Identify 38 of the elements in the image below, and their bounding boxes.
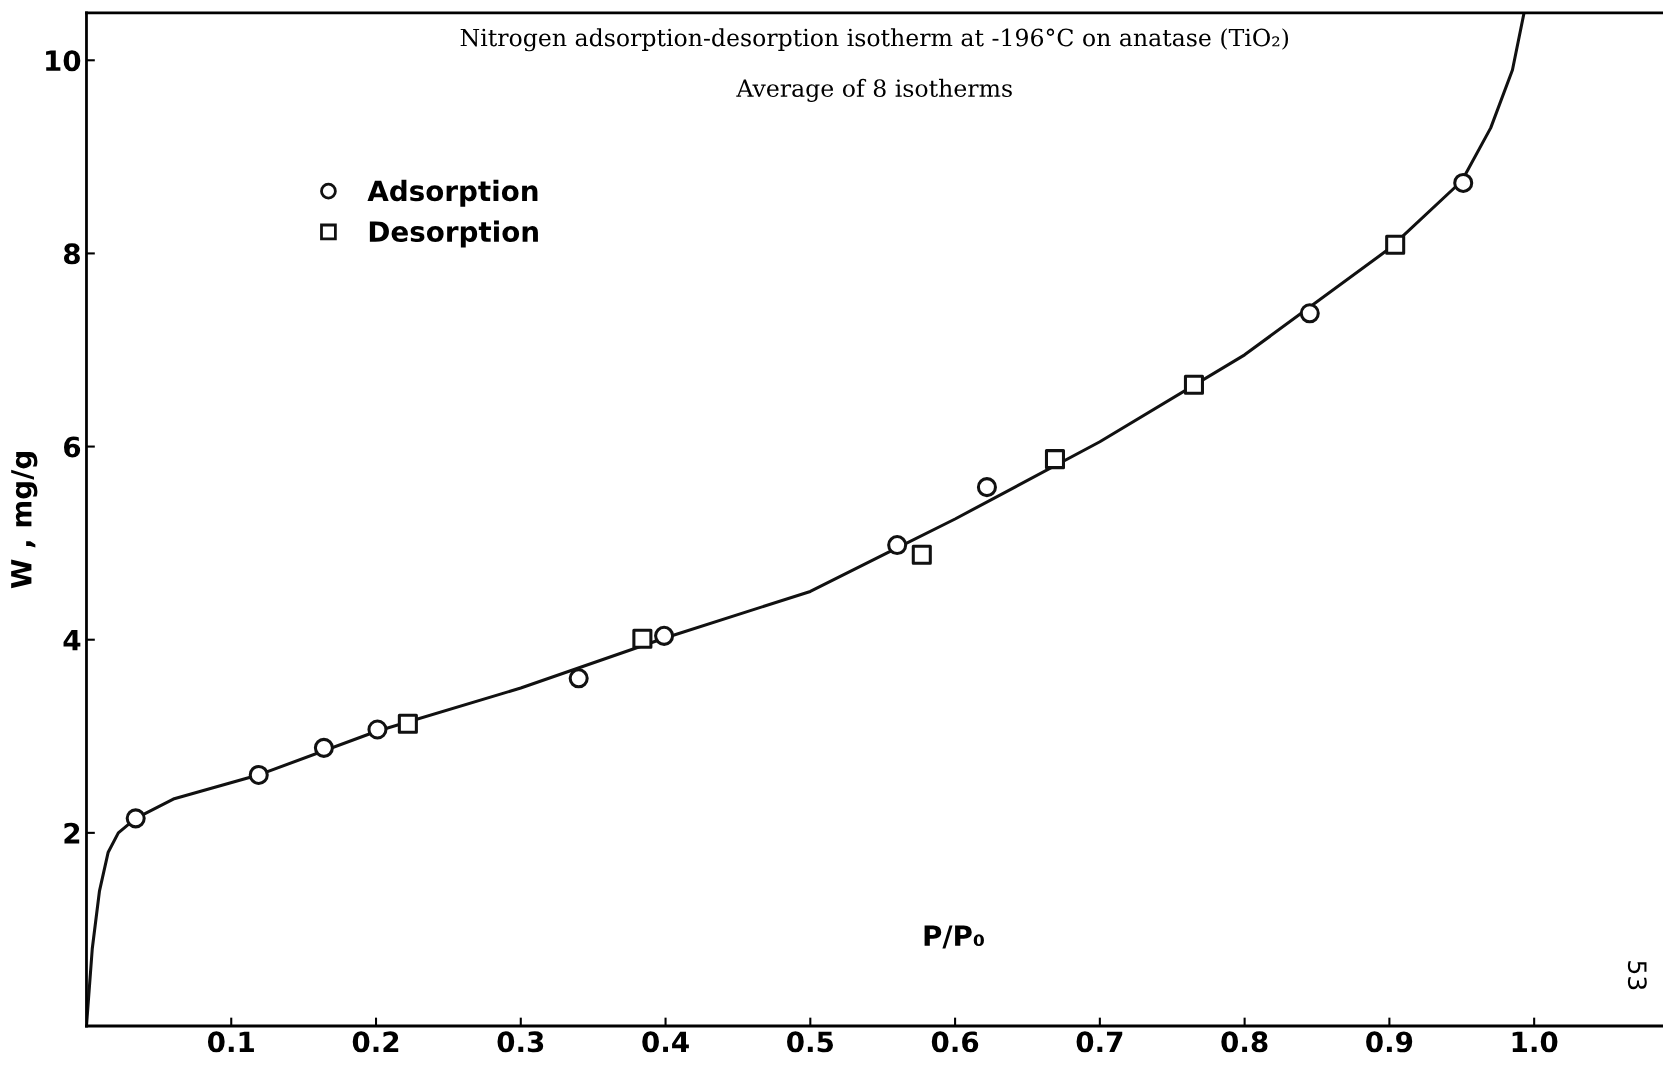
point: [397, 713, 418, 734]
point: [1385, 234, 1406, 255]
x-tick-label: 0.6: [931, 1031, 979, 1053]
x-tick-label: 0.1: [207, 1031, 254, 1053]
point: [1183, 374, 1204, 395]
y-tick-label: 10: [46, 50, 81, 72]
legend-label: Adsorption: [367, 179, 538, 207]
point: [1299, 303, 1320, 324]
y-tick-label: 4: [63, 630, 81, 651]
x-tick-label: 0.9: [1366, 1031, 1413, 1053]
y-tick-label: 2: [64, 822, 80, 844]
point: [976, 477, 997, 498]
y-axis-title: W , mg/g: [11, 452, 38, 589]
x-tick-label: 0.7: [1076, 1031, 1123, 1053]
x-tick-label: 0.5: [787, 1031, 833, 1053]
point: [632, 628, 653, 649]
x-tick-label: 0.4: [642, 1031, 689, 1053]
x-tick-label: 0.3: [497, 1031, 544, 1053]
y-tick-label: 8: [63, 243, 80, 265]
point: [887, 535, 908, 556]
point: [125, 808, 146, 829]
point: [568, 668, 589, 689]
x-tick-label: 0.8: [1221, 1031, 1268, 1053]
point: [367, 719, 388, 740]
point: [654, 625, 675, 646]
point: [248, 764, 269, 785]
point: [1453, 172, 1474, 193]
x-axis-title: P/P₀: [924, 925, 984, 949]
point: [1044, 449, 1066, 470]
text: Average of 8 isotherms: [736, 78, 1012, 102]
legend-label: Desorption: [369, 220, 538, 248]
y-tick-label: 6: [64, 436, 81, 458]
x-tick-label: 1.0: [1512, 1031, 1558, 1053]
point: [911, 544, 932, 565]
text: Nitrogen adsorption-desorption isotherm at -196°C on anatase (TiO₂): [460, 28, 1289, 52]
x-tick-label: 0.2: [352, 1031, 399, 1053]
point: [313, 737, 334, 758]
annotation: 53: [1627, 961, 1647, 990]
